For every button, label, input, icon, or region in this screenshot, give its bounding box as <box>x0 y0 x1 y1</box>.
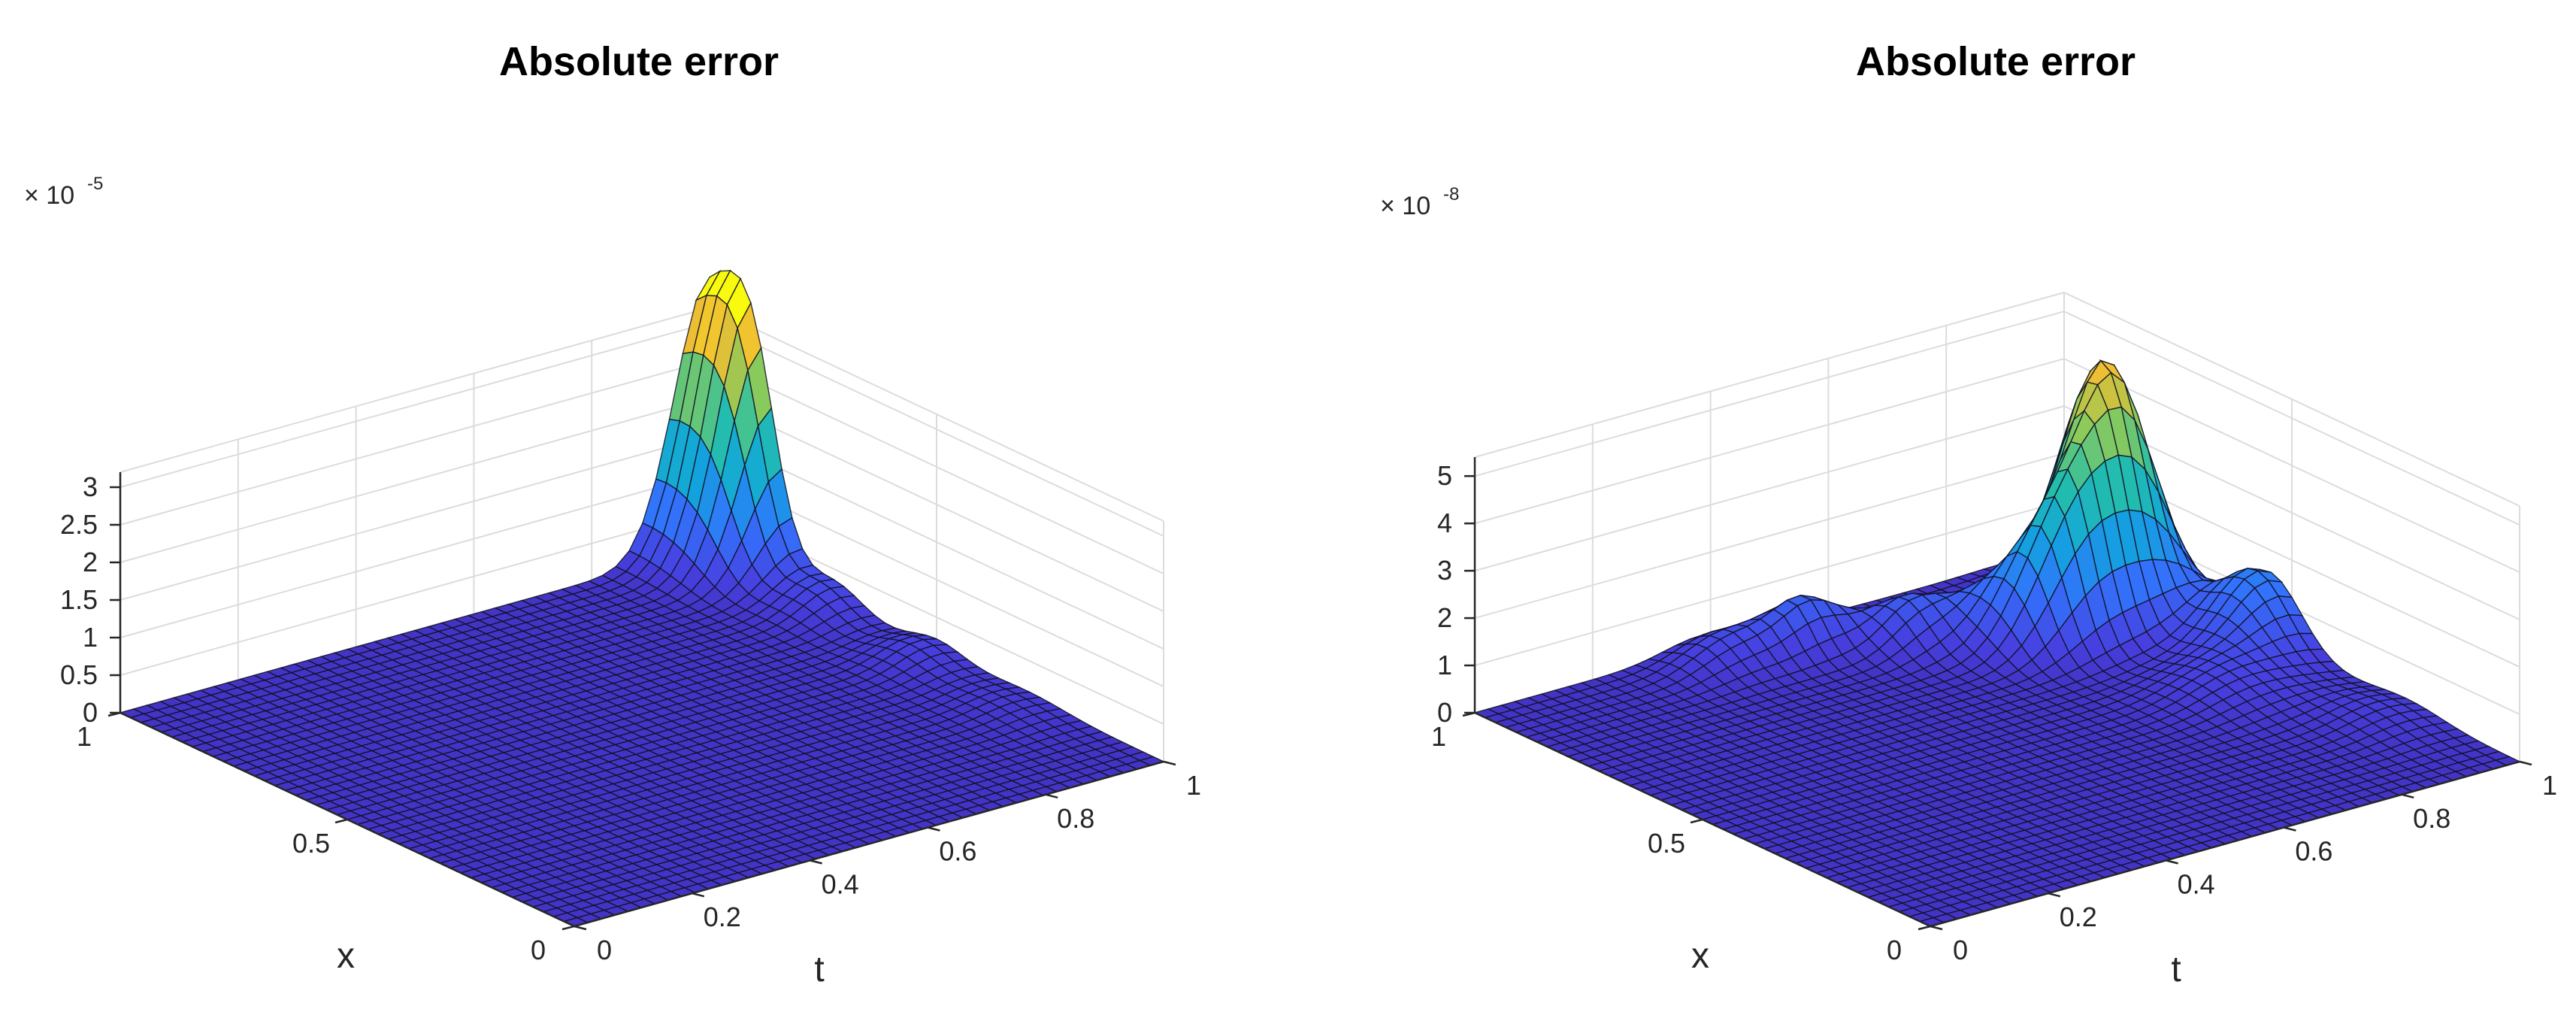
x-tick-label: 0 <box>531 935 546 965</box>
z-tick-label: 2.5 <box>60 509 98 540</box>
axes-right <box>1462 457 2532 931</box>
t-tick <box>2166 859 2178 865</box>
surface-plot-left: Absolute error 00.20.40.60.8100.5100.511… <box>24 39 1201 989</box>
t-axis-line <box>1930 760 2520 928</box>
t-tick-label: 1 <box>1186 770 1201 801</box>
z-tick-label: 0 <box>83 697 98 728</box>
x-tick-label: 0 <box>1887 935 1902 965</box>
x-axis-label-left: x <box>337 936 355 976</box>
z-exponent-power-right: -8 <box>1443 184 1459 205</box>
t-tick-label: 0.8 <box>1057 803 1094 834</box>
t-tick <box>928 826 940 832</box>
z-tick-label: 4 <box>1437 508 1452 538</box>
box-top-edge <box>120 306 1164 522</box>
x-tick-label: 1 <box>1431 721 1446 752</box>
z-gridline <box>1474 358 2520 574</box>
z-tick-label: 3 <box>1437 555 1452 586</box>
z-tick-label: 0.5 <box>60 659 98 690</box>
x-tick-label: 1 <box>77 721 92 752</box>
chart-title-left: Absolute error <box>499 39 779 84</box>
z-gridline <box>1474 311 2520 526</box>
x-tick <box>562 925 575 931</box>
z-tick-label: 1.5 <box>60 584 98 615</box>
x-tick <box>334 818 348 824</box>
t-tick-label: 0 <box>1953 935 1968 965</box>
t-tick-label: 0.2 <box>704 901 741 932</box>
t-tick-label: 0.6 <box>939 836 976 867</box>
t-tick <box>2284 826 2296 832</box>
z-tick-label: 0 <box>1437 697 1452 728</box>
t-tick <box>2519 760 2532 766</box>
x-tick <box>1690 818 1703 824</box>
t-tick-label: 1 <box>2542 770 2557 801</box>
t-axis-label-left: t <box>814 950 824 989</box>
x-tick-label: 0.5 <box>292 828 330 859</box>
t-tick <box>2401 793 2414 799</box>
surface-right <box>1473 359 2521 927</box>
axes-left <box>107 472 1176 931</box>
t-tick-label: 0.2 <box>2060 901 2097 932</box>
z-tick-label: 5 <box>1437 460 1452 491</box>
t-tick-label: 0 <box>597 935 612 965</box>
t-axis-label-right: t <box>2171 950 2181 989</box>
t-tick <box>810 859 822 865</box>
box-top-edge <box>1474 291 2520 507</box>
x-tick-label: 0.5 <box>1648 828 1685 859</box>
z-exponent-power-left: -5 <box>87 174 103 194</box>
z-exponent-left: × 10 -5 <box>24 174 103 210</box>
chart-title-right: Absolute error <box>1856 39 2136 84</box>
z-gridline <box>120 321 1164 537</box>
t-tick-label: 0.4 <box>2178 868 2215 899</box>
t-tick <box>1163 760 1176 766</box>
t-tick <box>1930 925 1943 931</box>
z-exponent-base-left: × 10 <box>24 181 74 210</box>
t-tick <box>2048 892 2061 898</box>
t-tick <box>1045 793 1058 799</box>
t-axis-line <box>574 760 1164 928</box>
t-tick-label: 0.6 <box>2295 836 2332 867</box>
x-tick <box>1918 925 1931 931</box>
t-tick <box>692 892 705 898</box>
t-tick-label: 0.4 <box>822 868 859 899</box>
z-tick-label: 2 <box>1437 602 1452 633</box>
z-tick-label: 1 <box>1437 650 1452 680</box>
surface-plot-right: Absolute error 00.20.40.60.8100.51012345… <box>1380 39 2557 989</box>
t-tick-label: 0.8 <box>2413 803 2450 834</box>
z-exponent-base-right: × 10 <box>1380 192 1430 220</box>
z-tick-label: 1 <box>83 622 98 653</box>
x-axis-label-right: x <box>1691 936 1709 976</box>
t-tick <box>574 925 587 931</box>
z-exponent-right: × 10 -8 <box>1380 184 1459 220</box>
z-tick-label: 2 <box>83 547 98 577</box>
z-tick-label: 3 <box>83 471 98 502</box>
surface-left <box>118 269 1165 927</box>
